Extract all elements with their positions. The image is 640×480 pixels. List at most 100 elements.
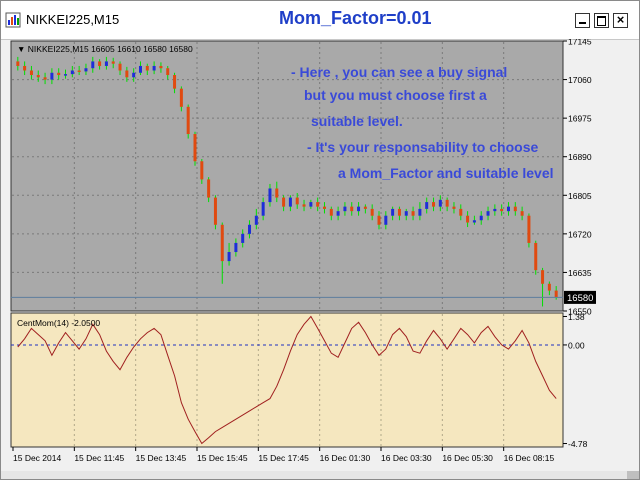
candle-body [309,202,313,207]
price-tick-label: 16975 [568,114,592,124]
candle-body [418,208,422,216]
time-axis: 15 Dec 2014 15 Dec 11:45 15 Dec 13:45 15 De… [12,447,555,463]
candle-body [384,215,388,225]
candle-body [36,75,40,78]
candle-body [425,202,429,209]
candle-body [118,63,122,71]
close-button[interactable]: × [613,12,628,28]
candles [16,56,558,307]
indicator-tick-label: 0.00 [568,340,585,350]
price-tick-label: 16890 [568,152,592,162]
candle-body [248,224,252,234]
candle-body [179,88,183,107]
candle-body [459,208,463,216]
candle-body [479,215,483,221]
candle-body [227,252,231,262]
time-tick-label: 16 Dec 01:30 [320,453,371,463]
price-panel-header: ▼ NIKKEI225,M15 16605 16610 16580 16580 [17,44,193,54]
minimize-button[interactable] [575,13,590,28]
candle-body [132,72,136,78]
time-tick-label: 15 Dec 2014 [13,453,61,463]
price-tick-label: 16550 [568,307,592,317]
candle-body [159,65,163,69]
candle-body [152,65,156,71]
time-tick-label: 15 Dec 13:45 [136,453,187,463]
chart-title: Mom_Factor=0.01 [279,8,432,28]
candle-body [111,61,115,64]
chart-window-icon [5,12,21,28]
candle-body [363,206,367,209]
scrollbar-thumb[interactable] [627,471,639,479]
candle-body [541,270,545,284]
candle-body [213,197,217,225]
candle-body [377,215,381,225]
candle-body [534,242,538,271]
title-bar[interactable]: NIKKEI225,M15 Mom_Factor=0.01 × [1,1,639,40]
annotation-line-5: a Mom_Factor and suitable level [338,165,554,181]
candle-body [316,202,320,207]
close-icon: × [616,12,625,27]
candle-body [322,206,326,209]
candle-body [207,179,211,198]
indicator-grid [73,314,505,446]
candle-body [104,61,108,66]
candle-body [527,215,531,243]
time-tick-label: 15 Dec 17:45 [258,453,309,463]
candle-body [336,211,340,216]
candle-body [200,161,204,180]
horizontal-scrollbar[interactable] [1,471,639,479]
candle-body [452,206,456,209]
candle-body [486,211,490,216]
annotation-line-3: suitable level. [311,113,403,129]
window-title: NIKKEI225,M15 [26,12,120,27]
candle-body [466,215,470,223]
price-tick-label: 16805 [568,191,592,201]
candle-body [493,208,497,212]
candle-body [173,75,177,89]
price-axis: 17145 17060 16975 16890 16805 16720 16635 16550 [563,39,592,317]
candle-body [554,290,558,298]
candle-body [404,211,408,216]
current-price-tag [564,290,596,304]
candle-body [350,206,354,212]
candle-body [98,61,102,66]
candle-body [268,188,272,203]
price-panel[interactable] [10,40,564,312]
indicator-panel[interactable] [10,312,564,448]
time-tick-label: 16 Dec 05:30 [442,453,493,463]
candle-body [16,61,20,66]
indicator-axis: 1.38 0.00 -4.78 [563,312,588,449]
chart-canvas[interactable]: ▼ NIKKEI225,M15 16605 16610 16580 16580 … [1,39,639,471]
annotation-line-1: - Here , you can see a buy signal [291,64,507,80]
candle-body [411,211,415,216]
candle-body [29,70,33,76]
candle-body [343,206,347,212]
maximize-button[interactable] [594,13,609,28]
price-tick-label: 17060 [568,75,592,85]
candle-body [64,74,68,76]
price-tick-label: 17145 [568,39,592,47]
candle-body [370,208,374,216]
candle-body [295,197,299,205]
candle-body [288,197,292,207]
candle-body [84,68,88,72]
candle-body [241,233,245,243]
candle-body [254,215,258,225]
candle-body [391,208,395,216]
candle-body [166,68,170,76]
current-price-label: 16580 [567,293,593,304]
price-grid [12,42,562,310]
candle-body [43,77,47,80]
candle-body [70,70,74,75]
candle-body [193,134,197,162]
time-tick-label: 15 Dec 11:45 [74,453,124,463]
price-tick-label: 16635 [568,268,592,278]
annotation-line-4: - It's your responsability to choose [307,139,538,155]
candle-body [472,220,476,223]
momentum-line [17,315,557,445]
candle-body [432,202,436,207]
candle-body [520,211,524,216]
candle-body [145,65,149,71]
candle-body [220,224,224,262]
